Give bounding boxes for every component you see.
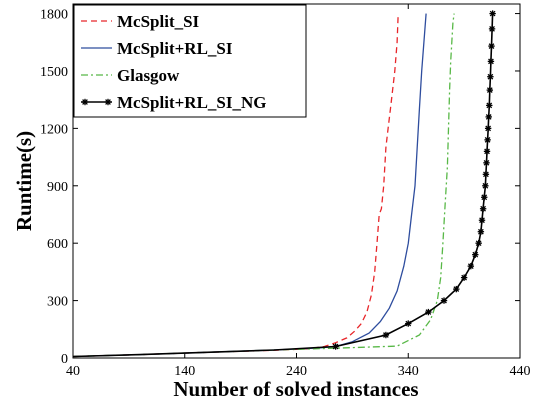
data-point-marker [484,136,491,144]
data-point-marker [488,25,496,33]
data-point-marker [440,297,448,304]
data-point-marker [104,98,112,106]
y-tick-label: 1500 [40,65,68,80]
data-point-marker [483,159,490,167]
data-point-marker [467,262,475,270]
data-point-marker [475,239,482,247]
data-point-marker [488,42,495,50]
data-point-marker [477,228,485,235]
data-point-marker [484,125,492,132]
legend: McSplit_SI McSplit+RL_SI Glasgow McSplit+RL… [73,4,307,118]
data-point-marker [487,58,495,65]
x-tick-label: 440 [510,364,531,379]
legend-label: McSplit_SI [117,12,200,31]
data-point-marker [489,10,496,17]
data-point-marker [487,73,494,80]
data-point-marker [332,343,339,350]
x-tick-label: 240 [286,364,307,379]
axis-ticks: 40 140 240 340 440 0 300 600 900 1200 1500 1800 [40,4,531,379]
y-tick-label: 0 [61,352,68,367]
y-tick-label: 300 [47,295,68,310]
y-tick-label: 900 [47,180,68,195]
data-point-marker [81,98,89,106]
series-layer [72,10,496,358]
data-point-marker [472,251,479,258]
legend-label: McSplit+RL_SI [117,39,233,58]
data-point-marker [425,308,432,316]
x-tick-label: 40 [66,364,80,379]
data-point-marker [486,86,494,94]
data-point-marker [382,331,390,339]
data-point-marker [405,320,412,327]
legend-label: McSplit+RL_SI_NG [117,93,266,112]
x-axis-title: Number of solved instances [173,377,418,401]
data-point-marker [453,285,460,293]
data-point-marker [478,217,486,224]
legend-label: Glasgow [117,66,180,85]
data-point-marker [479,205,487,212]
y-tick-label: 1200 [40,122,68,137]
data-point-marker [486,102,493,109]
y-tick-label: 600 [47,237,68,252]
legend-box [73,4,307,118]
data-point-marker [481,194,488,201]
data-point-marker [460,274,468,281]
x-tick-label: 140 [174,364,195,379]
data-point-marker [483,148,491,155]
data-point-marker [485,113,492,121]
x-tick-label: 340 [398,364,419,379]
data-point-marker [482,171,490,178]
y-tick-label: 1800 [40,8,68,23]
y-axis-title: Runtime(s) [12,131,36,231]
data-point-marker [482,182,489,189]
